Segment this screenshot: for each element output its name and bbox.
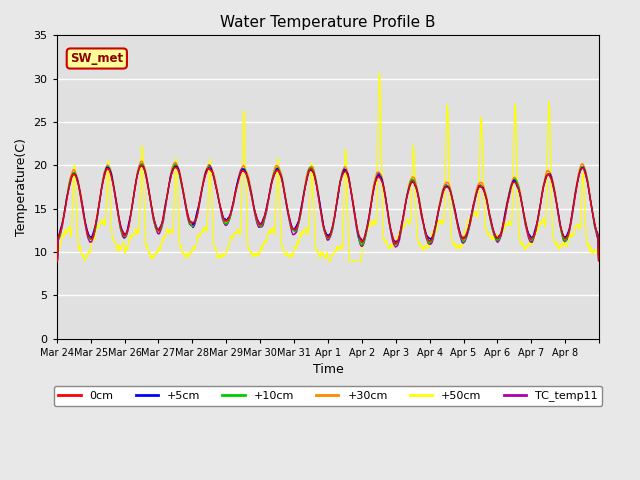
Legend: 0cm, +5cm, +10cm, +30cm, +50cm, TC_temp11: 0cm, +5cm, +10cm, +30cm, +50cm, TC_temp1… [54, 386, 602, 406]
Text: SW_met: SW_met [70, 52, 124, 65]
X-axis label: Time: Time [312, 363, 343, 376]
Title: Water Temperature Profile B: Water Temperature Profile B [220, 15, 436, 30]
Y-axis label: Temperature(C): Temperature(C) [15, 138, 28, 236]
